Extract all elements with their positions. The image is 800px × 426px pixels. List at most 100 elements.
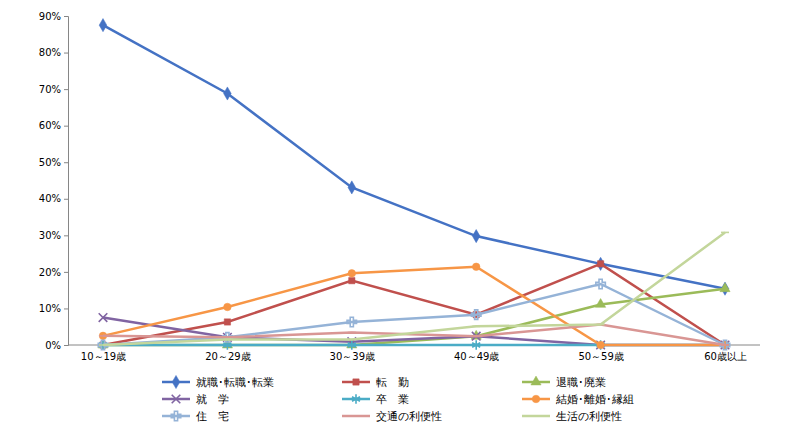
y-tick-mark [64,308,68,309]
marker [597,340,605,349]
y-tick: 10% [39,303,68,314]
marker [348,332,356,334]
legend-item: 住 宅 [162,410,229,423]
marker [348,270,356,278]
y-tick: 90% [39,11,68,22]
marker [348,181,356,194]
marker [721,340,729,349]
y-axis: 0% 10% 20% 30% 40% 50% 60% 70% 80% 90% [39,11,69,351]
marker [99,19,107,32]
legend-item: 就 学 [162,393,229,406]
legend-label: 結婚･離婚･縁組 [555,393,634,406]
legend-label: 就職･転職･転業 [196,376,274,389]
legend-label: 退職･廃業 [556,376,606,389]
legend-item: 卒 業 [342,393,409,406]
y-tick-mark [64,89,68,90]
legend-marker [172,395,181,404]
series [98,279,729,350]
marker [224,87,232,100]
legend-marker [352,394,360,403]
series-line [103,232,725,345]
y-tick-mark [64,199,68,200]
marker [99,313,108,322]
legend-marker [531,376,541,385]
y-tick: 80% [39,47,68,58]
marker [349,278,355,284]
marker [472,332,481,341]
marker [223,339,231,341]
marker [721,232,729,234]
y-tick-label: 70% [39,84,61,95]
series-line [103,284,725,345]
marker [472,326,480,328]
marker [224,319,230,325]
plot: 0% 10% 20% 30% 40% 50% 60% 70% 80% 90% 10～19歳 20～29… [39,11,760,362]
y-tick-label: 30% [39,230,61,241]
legend-marker [532,395,540,403]
y-tick: 0% [45,340,68,351]
x-tick-label: 50～59歳 [578,351,623,362]
marker [99,344,107,346]
legend-item: 転 勤 [342,376,409,389]
marker [596,299,606,308]
y-tick: 30% [39,230,68,241]
y-tick-label: 60% [39,120,61,131]
series-line [103,25,725,289]
y-tick-label: 40% [39,193,61,204]
marker [597,257,605,270]
legend-marker [353,379,359,385]
legend-marker [172,375,180,388]
marker [472,229,480,242]
y-tick-label: 80% [39,47,61,58]
marker [99,340,107,349]
marker [471,310,480,319]
legend-label: 就 学 [196,393,229,406]
marker [472,340,480,349]
marker [348,340,356,349]
y-tick-mark [64,162,68,163]
marker [597,324,605,326]
marker [99,335,107,337]
x-tick-label: 60歳以上 [704,351,747,362]
x-tick-label: 10～19歳 [81,351,126,362]
legend-marker [532,415,540,417]
y-tick: 60% [39,120,68,131]
y-tick-mark [64,16,68,17]
legend-item: 生活の利便性 [522,410,622,423]
x-tick-label: 40～49歳 [454,351,499,362]
marker [720,283,730,292]
y-tick-label: 20% [39,267,61,278]
x-tick-label: 20～29歳 [205,351,250,362]
legend-item: 就職･転職･転業 [162,375,274,389]
legend-item: 交通の利便性 [342,410,442,423]
legend-label: 住 宅 [196,410,229,423]
series-group [98,19,730,350]
y-tick-label: 50% [39,157,61,168]
series-line [103,289,725,345]
y-tick: 40% [39,193,68,204]
y-tick-mark [64,53,68,54]
y-tick-label: 90% [39,11,61,22]
legend-label: 卒 業 [376,393,409,406]
marker [597,324,605,326]
y-tick-label: 10% [39,303,61,314]
marker [472,263,480,271]
y-tick: 50% [39,157,68,168]
y-tick: 20% [39,267,68,278]
chart: 0% 10% 20% 30% 40% 50% 60% 70% 80% 90% 10～19歳 20～29… [0,0,800,426]
legend: 就職･転職･転業 転 勤 退職･廃業就 学 卒 業 結婚･離婚･縁組住 宅 交通の利便性 生… [162,375,634,423]
legend-item: 退職･廃業 [522,376,606,389]
marker [596,279,605,288]
legend-line [342,415,370,418]
y-tick-mark [64,272,68,273]
marker [223,337,231,339]
y-tick-label: 0% [45,340,61,351]
marker [721,344,729,346]
y-axis-line [64,17,69,346]
y-tick-mark [64,126,68,127]
series [99,232,729,345]
y-tick: 70% [39,84,68,95]
legend-line [522,415,550,418]
marker [347,317,356,326]
y-tick-mark [64,235,68,236]
